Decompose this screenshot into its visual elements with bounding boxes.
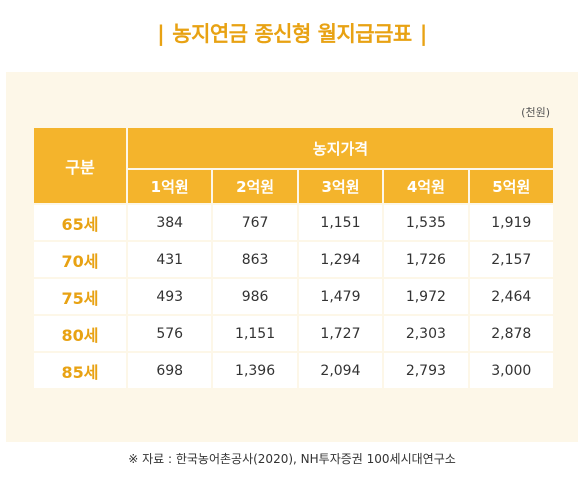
value-cell: 698 bbox=[125, 351, 214, 390]
table-row: 75세 493 986 1,479 1,972 2,464 bbox=[32, 277, 556, 316]
column-header: 3억원 bbox=[296, 168, 385, 205]
value-cell: 863 bbox=[211, 240, 299, 279]
age-cell: 85세 bbox=[32, 351, 128, 390]
table-row: 85세 698 1,396 2,094 2,793 3,000 bbox=[32, 351, 556, 390]
source-note: ※ 자료 : 한국농어촌공사(2020), NH투자증권 100세시대연구소 bbox=[128, 452, 456, 466]
table-row: 70세 431 863 1,294 1,726 2,157 bbox=[32, 240, 556, 279]
value-cell: 2,793 bbox=[382, 351, 470, 390]
value-cell: 1,294 bbox=[296, 240, 385, 279]
value-cell: 2,157 bbox=[467, 240, 556, 279]
value-cell: 2,094 bbox=[296, 351, 385, 390]
title-text: 농지연금 종신형 월지급금표 bbox=[172, 22, 412, 46]
age-cell: 75세 bbox=[32, 277, 128, 316]
table-row: 65세 384 767 1,151 1,535 1,919 bbox=[32, 203, 556, 242]
value-cell: 1,727 bbox=[296, 314, 385, 353]
value-cell: 431 bbox=[125, 240, 214, 279]
value-cell: 2,878 bbox=[467, 314, 556, 353]
value-cell: 384 bbox=[125, 203, 214, 242]
age-cell: 65세 bbox=[32, 203, 128, 242]
value-cell: 1,151 bbox=[211, 314, 299, 353]
column-header: 4억원 bbox=[382, 168, 470, 205]
table-row: 80세 576 1,151 1,727 2,303 2,878 bbox=[32, 314, 556, 353]
value-cell: 2,303 bbox=[382, 314, 470, 353]
title-bar-right: | bbox=[419, 22, 428, 46]
value-cell: 1,726 bbox=[382, 240, 470, 279]
value-cell: 493 bbox=[125, 277, 214, 316]
column-header: 1억원 bbox=[125, 168, 214, 205]
corner-header: 구분 bbox=[32, 126, 128, 205]
column-header: 2억원 bbox=[211, 168, 299, 205]
unit-label: (천원) bbox=[521, 106, 550, 119]
value-cell: 986 bbox=[211, 277, 299, 316]
value-cell: 2,464 bbox=[467, 277, 556, 316]
title-bar-left: | bbox=[157, 22, 165, 46]
group-header: 농지가격 bbox=[126, 126, 555, 170]
value-cell: 1,972 bbox=[382, 277, 470, 316]
value-cell: 1,919 bbox=[467, 203, 556, 242]
value-cell: 1,535 bbox=[382, 203, 470, 242]
age-cell: 70세 bbox=[32, 240, 128, 279]
age-cell: 80세 bbox=[32, 314, 128, 353]
column-header: 5억원 bbox=[467, 168, 556, 205]
value-cell: 767 bbox=[211, 203, 299, 242]
page-title: | 농지연금 종신형 월지급금표 | bbox=[0, 18, 584, 48]
payment-table: 구분 농지가격 1억원 2억원 3억원 4억원 5억원 65세 384 767 … bbox=[32, 126, 556, 390]
value-cell: 1,396 bbox=[211, 351, 299, 390]
value-cell: 1,479 bbox=[296, 277, 385, 316]
value-cell: 1,151 bbox=[296, 203, 385, 242]
value-cell: 3,000 bbox=[467, 351, 556, 390]
value-cell: 576 bbox=[125, 314, 214, 353]
